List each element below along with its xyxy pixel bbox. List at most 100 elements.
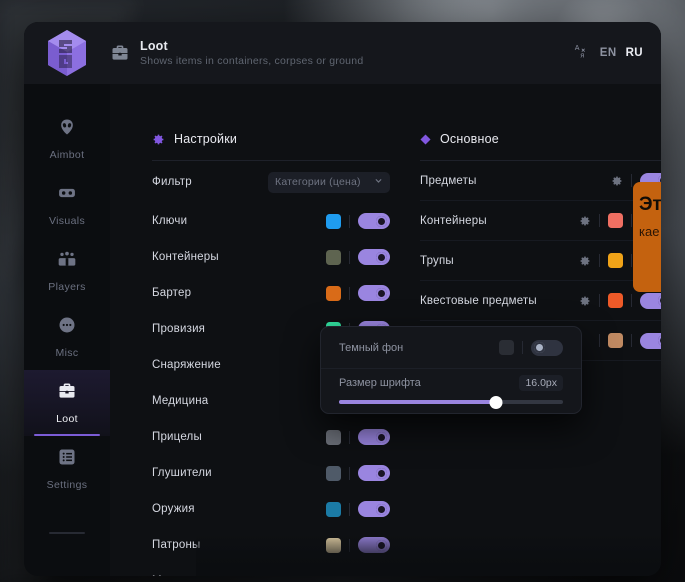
option-label: Контейнеры [420,214,487,227]
category-toggle[interactable] [358,285,390,301]
category-color-swatch[interactable] [326,249,341,265]
notification-title: Эт [639,194,661,215]
category-label: Медицина [152,395,209,407]
category-color-swatch[interactable] [326,537,341,553]
category-color-swatch[interactable] [326,213,341,229]
gear-icon[interactable] [579,255,591,267]
category-label: Контейнеры [152,251,219,263]
chevron-down-icon [374,176,383,188]
notification-banner[interactable]: Эт кае [633,182,661,292]
row-divider [631,334,632,347]
option-row: Контейнеры [420,201,661,241]
gear-icon[interactable] [579,215,591,227]
row-divider [599,254,600,267]
sidebar-item-visuals[interactable]: Visuals [24,172,110,238]
row-divider [349,250,350,264]
slider-handle[interactable] [489,395,503,409]
row-divider [631,214,632,227]
panel-divider [152,160,390,161]
appearance-popup: Темный фон Размер шрифта 16.0px [320,326,582,414]
translate-icon: A я [574,42,591,64]
category-toggle[interactable] [358,249,390,265]
row-divider [631,294,632,307]
sg-cube-logo [48,30,86,76]
category-toggle[interactable] [358,213,390,229]
dots-circle-icon [57,315,77,340]
option-color-swatch[interactable] [608,213,623,228]
sidebar-item-label: Visuals [48,215,86,227]
category-color-swatch[interactable] [326,501,341,517]
option-row: Предметы [420,161,661,201]
sidebar-item-aimbot[interactable]: Aimbot [24,106,110,172]
dark-background-toggle[interactable] [531,339,563,356]
sidebar-item-players[interactable]: Players [24,238,110,304]
row-divider [349,214,350,228]
sidebar-item-label: Misc [55,347,79,359]
dark-background-color-swatch[interactable] [499,340,514,355]
sidebar-item-label: Settings [46,479,88,491]
option-color-swatch[interactable] [608,293,623,308]
main-panel-title: Основное [440,132,499,146]
sidebar-item-loot[interactable]: Loot [24,370,110,436]
row-divider [349,430,350,444]
category-label: Провизия [152,323,206,335]
font-size-control: Размер шрифта 16.0px [321,369,581,409]
category-color-swatch[interactable] [326,429,341,445]
main-panel: Основное Предметы Контейнеры Трупы Квестовы… [420,132,661,361]
font-size-slider[interactable] [339,395,563,409]
category-label: Глушители [152,467,212,479]
filter-dropdown[interactable]: Категории (цена) [268,171,390,193]
row-divider [349,502,350,516]
gear-icon[interactable] [611,175,623,187]
category-label: Бартер [152,287,192,299]
category-toggle[interactable] [358,465,390,481]
option-label: Предметы [420,174,477,187]
category-row: Ключи [152,203,390,239]
category-toggle[interactable] [358,429,390,445]
sidebar-item-label: Loot [56,413,78,425]
filter-label: Фильтр [152,176,192,188]
category-color-swatch[interactable] [326,285,341,301]
option-label: Квестовые предметы [420,294,537,307]
window-header: Loot Shows items in containers, corpses … [24,22,661,84]
sidebar-item-misc[interactable]: Misc [24,304,110,370]
category-toggle[interactable] [358,573,390,576]
option-toggle[interactable] [640,292,661,309]
content-area: Настройки Фильтр Категории (цена) Ключи К… [110,84,661,576]
category-toggle[interactable] [358,501,390,517]
row-divider [631,174,632,187]
alien-head-icon [57,117,77,142]
row-divider [349,574,350,576]
dark-background-label: Темный фон [339,341,404,354]
gear-icon [152,133,165,146]
lang-option-ru[interactable]: RU [625,47,643,59]
option-color-swatch[interactable] [608,333,623,348]
people-icon [57,249,77,274]
option-row: Трупы [420,241,661,281]
diamond-icon [420,133,431,145]
page-title: Loot [140,39,168,53]
option-color-swatch[interactable] [608,253,623,268]
main-panel-heading: Основное [420,132,661,146]
category-label: Магазины [152,575,326,576]
category-color-swatch[interactable] [326,573,341,576]
filter-row: Фильтр Категории (цена) [152,161,390,203]
row-divider [599,334,600,347]
row-divider [631,254,632,267]
category-toggle[interactable] [358,537,390,553]
gear-icon[interactable] [579,295,591,307]
settings-panel-heading: Настройки [152,132,390,146]
sidebar-divider [49,532,85,534]
notification-body: кае [639,224,660,239]
sidebar-item-settings[interactable]: Settings [24,436,110,502]
category-row: Патроны [152,527,390,563]
briefcase-icon [110,43,130,63]
language-selector[interactable]: A я EN RU [574,42,643,64]
page-identity: Loot Shows items in containers, corpses … [110,39,363,67]
sidebar-item-label: Aimbot [49,149,85,161]
option-toggle[interactable] [640,332,661,349]
category-color-swatch[interactable] [326,465,341,481]
row-divider [349,538,350,552]
lang-option-en[interactable]: EN [599,47,617,59]
row-divider [599,294,600,307]
